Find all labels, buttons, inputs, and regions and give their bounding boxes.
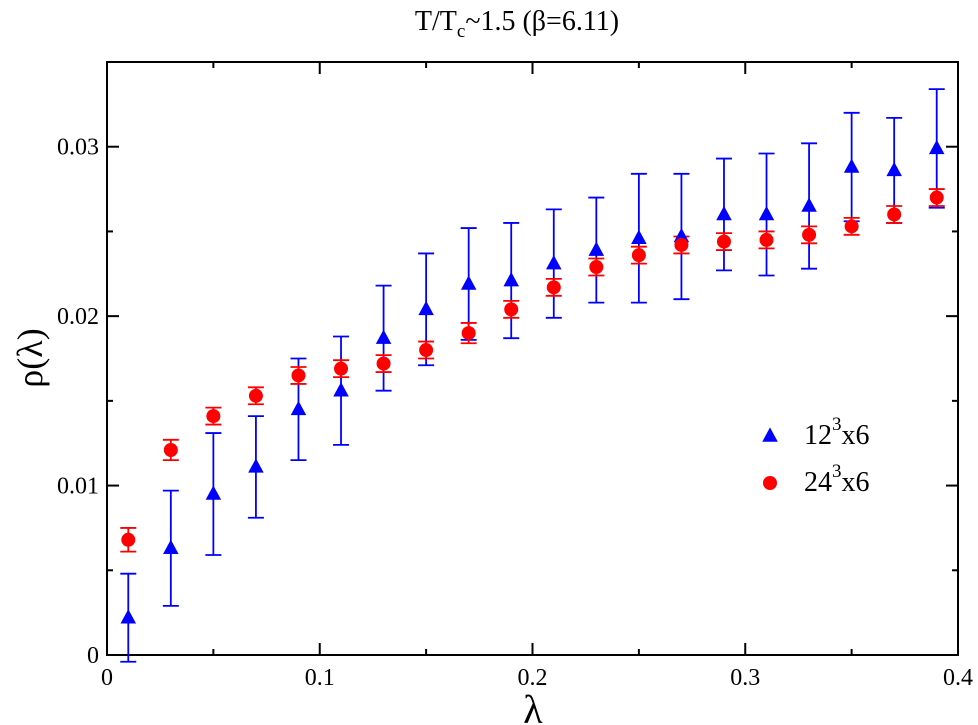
series-24-point <box>674 237 689 252</box>
series-12-point <box>588 241 605 256</box>
series-12-point <box>205 485 222 500</box>
x-tick-label: 0.4 <box>943 665 973 691</box>
series-24-point <box>419 343 434 358</box>
series-12-point <box>631 229 647 244</box>
series-24-point <box>206 409 221 424</box>
series-24-point <box>887 207 902 222</box>
series-12-point <box>928 139 945 155</box>
axis-ticks <box>106 62 959 656</box>
series-24-point <box>844 219 859 234</box>
series-24-point <box>461 326 476 341</box>
series-12-point <box>460 275 477 290</box>
series-24-point <box>631 248 646 263</box>
series-12-point <box>333 382 349 397</box>
series-24-point <box>759 232 774 247</box>
legend-marker-24 <box>763 476 777 490</box>
series-12-point <box>546 255 562 270</box>
series-24-point <box>504 302 519 317</box>
tick-labels: 0 0.1 0.2 0.3 0.4 0 0.01 0.02 0.03 <box>57 135 973 691</box>
series-24-point <box>716 234 731 249</box>
x-tick-label: 0 <box>101 665 113 691</box>
y-tick-label: 0.02 <box>57 304 99 330</box>
series-12-point <box>503 271 519 287</box>
plot-frame <box>106 61 959 656</box>
series-12-point <box>163 539 179 555</box>
series-24-point <box>248 388 263 403</box>
x-tick-label: 0.1 <box>305 665 335 691</box>
y-tick-label: 0.03 <box>57 135 99 161</box>
series-12-point <box>120 609 137 624</box>
series-12-point <box>886 161 902 177</box>
series-12-point <box>418 300 434 316</box>
legend-label-12: 123x6 <box>804 414 870 451</box>
legend: 123x6 243x6 <box>762 414 870 498</box>
series-24-point <box>334 361 349 376</box>
y-tick-label: 0 <box>87 643 99 669</box>
chart-title-subscript: c <box>457 21 465 42</box>
series-24-point <box>589 260 604 275</box>
data-markers <box>120 139 945 624</box>
series-12-point <box>801 197 817 212</box>
series-24-point <box>163 442 178 457</box>
series-24-point <box>376 356 391 371</box>
series-24-point <box>121 532 136 547</box>
y-tick-label: 0.01 <box>57 474 99 500</box>
series-12-point <box>758 205 775 221</box>
series-12-point <box>248 458 264 473</box>
series-24-point <box>546 280 561 295</box>
series-24-point <box>929 190 944 205</box>
series-12-point <box>716 205 732 221</box>
error-bars <box>120 88 945 663</box>
x-tick-label: 0.2 <box>518 665 548 691</box>
series-12-point <box>290 400 307 416</box>
chart-title: T/Tc~1.5 (β=6.11) <box>415 6 619 42</box>
x-tick-label: 0.3 <box>730 665 760 691</box>
series-12-point <box>375 329 392 344</box>
x-axis-label: λ <box>523 687 543 725</box>
series-12-point <box>843 158 860 173</box>
y-axis-label: ρ(λ) <box>10 328 50 387</box>
legend-label-24: 243x6 <box>804 461 870 498</box>
series-24-point <box>291 368 306 383</box>
legend-marker-12 <box>762 427 778 442</box>
series-24-point <box>802 227 817 242</box>
